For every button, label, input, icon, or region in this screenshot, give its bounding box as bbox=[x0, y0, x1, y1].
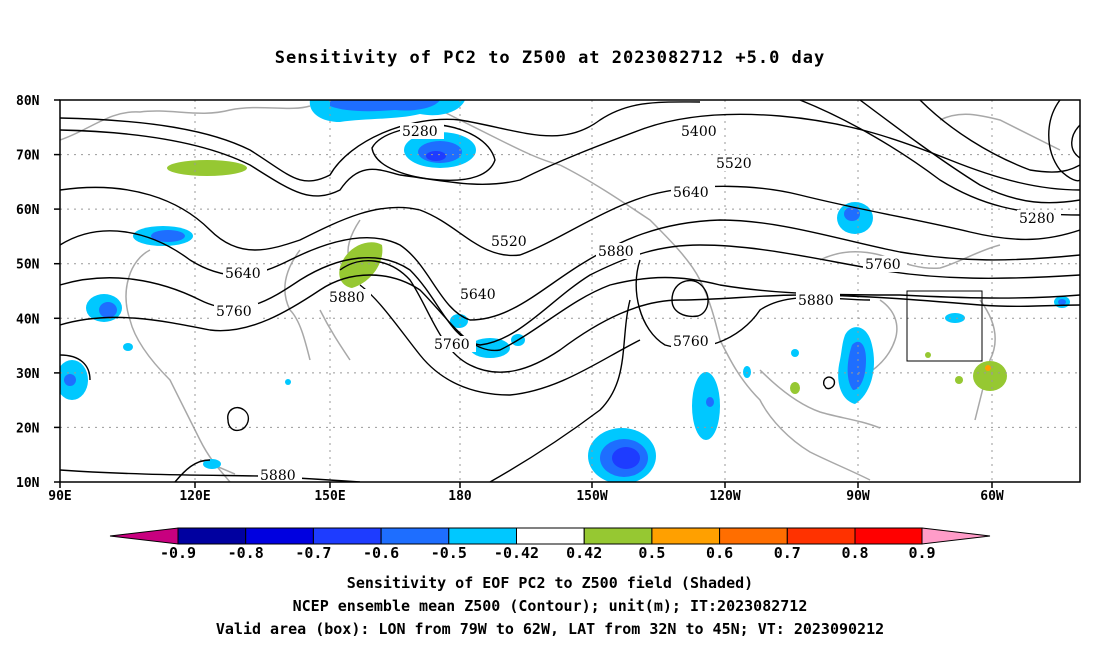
colorbar-label: 0.9 bbox=[908, 544, 935, 562]
lon-label: 120E bbox=[179, 489, 210, 504]
longitude-labels: 90E 120E 150E 180 150W 120W 90W 60W bbox=[48, 489, 1004, 504]
colorbar-label: 0.42 bbox=[566, 544, 602, 562]
lat-label: 10N bbox=[16, 476, 40, 491]
lon-label: 120W bbox=[709, 489, 740, 504]
lon-label: 90E bbox=[48, 489, 71, 504]
contour-label: 5760 bbox=[216, 304, 252, 320]
contour-label: 5760 bbox=[865, 257, 901, 273]
lat-label: 50N bbox=[16, 258, 40, 273]
colorbar-swatch bbox=[109, 527, 179, 545]
colorbar-swatch bbox=[854, 527, 923, 545]
tick-marks bbox=[54, 99, 993, 488]
contour-label: 5760 bbox=[434, 337, 470, 353]
contour-labels: 5280 5400 5520 5640 5280 5520 5640 5760 … bbox=[214, 123, 1061, 484]
colorbar-swatch bbox=[312, 527, 382, 545]
contour-label: 5520 bbox=[716, 156, 752, 172]
lat-label: 60N bbox=[16, 203, 40, 218]
contour-label: 5280 bbox=[1019, 211, 1055, 227]
caption-valid-area: Valid area (box): LON from 79W to 62W, L… bbox=[215, 620, 885, 638]
colorbar-swatch bbox=[177, 527, 247, 545]
contour-label: 5880 bbox=[798, 293, 834, 309]
lon-label: 90W bbox=[846, 489, 870, 504]
colorbar-swatch bbox=[651, 527, 721, 545]
contour-label: 5640 bbox=[673, 185, 709, 201]
colorbar bbox=[109, 527, 991, 545]
colorbar-swatch bbox=[786, 527, 856, 545]
colorbar-labels: -0.9 -0.8 -0.7 -0.6 -0.5 -0.42 0.42 0.5 … bbox=[160, 544, 936, 562]
latitude-labels: 80N 70N 60N 50N 40N 30N 20N 10N bbox=[16, 94, 40, 491]
colorbar-label: 0.7 bbox=[774, 544, 801, 562]
caption-contour: NCEP ensemble mean Z500 (Contour); unit(… bbox=[292, 597, 808, 615]
colorbar-swatch bbox=[245, 527, 314, 545]
sensitivity-shading bbox=[60, 100, 1070, 482]
colorbar-label: -0.6 bbox=[363, 544, 399, 562]
valid-area-box bbox=[906, 290, 983, 362]
contour-label: 5640 bbox=[460, 287, 496, 303]
contour-label: 5520 bbox=[491, 234, 527, 250]
colorbar-label: 0.8 bbox=[841, 544, 868, 562]
lon-label: 60W bbox=[980, 489, 1004, 504]
plot-frame bbox=[59, 99, 1081, 483]
colorbar-swatch bbox=[380, 527, 450, 545]
lat-label: 80N bbox=[16, 94, 40, 109]
colorbar-label: -0.5 bbox=[431, 544, 467, 562]
colorbar-label: -0.8 bbox=[228, 544, 264, 562]
contour-label: 5400 bbox=[681, 124, 717, 140]
lat-label: 30N bbox=[16, 367, 40, 382]
contour-label: 5880 bbox=[598, 244, 634, 260]
contour-label: 5880 bbox=[260, 468, 296, 484]
colorbar-swatch bbox=[448, 527, 517, 545]
colorbar-label: -0.9 bbox=[160, 544, 196, 562]
lon-label: 180 bbox=[448, 489, 472, 504]
lat-label: 40N bbox=[16, 312, 40, 327]
lon-label: 150E bbox=[314, 489, 345, 504]
lon-label: 150W bbox=[576, 489, 607, 504]
colorbar-swatch bbox=[583, 527, 653, 545]
contour-label: 5280 bbox=[402, 124, 438, 140]
contour-label: 5760 bbox=[673, 334, 709, 350]
colorbar-label: -0.42 bbox=[494, 544, 539, 562]
contour-label: 5880 bbox=[329, 290, 365, 306]
colorbar-swatch bbox=[719, 527, 788, 545]
lat-label: 70N bbox=[16, 149, 40, 164]
contour-label: 5640 bbox=[225, 266, 261, 282]
colorbar-swatch bbox=[921, 527, 991, 545]
map-title: Sensitivity of PC2 to Z500 at 2023082712… bbox=[274, 48, 826, 68]
lat-label: 20N bbox=[16, 421, 40, 436]
colorbar-swatch bbox=[516, 527, 585, 545]
colorbar-label: 0.5 bbox=[638, 544, 665, 562]
caption-shading: Sensitivity of EOF PC2 to Z500 field (Sh… bbox=[346, 574, 754, 592]
colorbar-label: -0.7 bbox=[295, 544, 331, 562]
colorbar-label: 0.6 bbox=[706, 544, 733, 562]
